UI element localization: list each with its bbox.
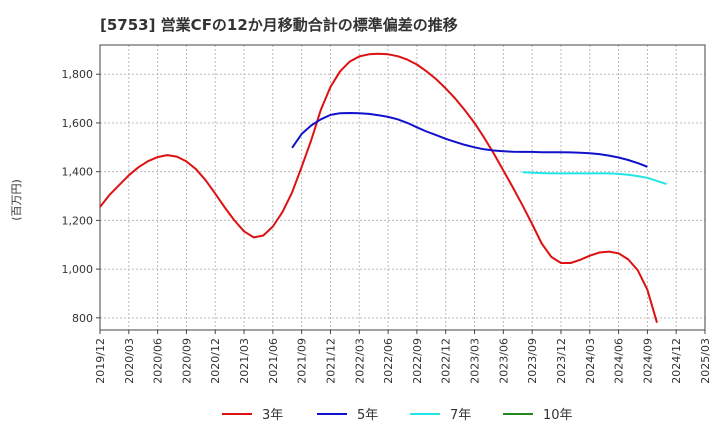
x-tick-label: 2020/06 bbox=[152, 338, 165, 384]
x-tick-label: 2024/12 bbox=[670, 338, 683, 384]
y-axis-label: (百万円) bbox=[10, 179, 23, 221]
legend-label: 3年 bbox=[262, 408, 283, 423]
series-line-5年 bbox=[291, 112, 648, 168]
x-tick-label: 2019/12 bbox=[94, 338, 107, 384]
y-axis-ticks: 800 1,000 1,200 1,400 1,600 1,800 bbox=[62, 68, 100, 325]
x-tick-label: 2022/09 bbox=[411, 338, 424, 384]
x-tick-label: 2020/09 bbox=[180, 338, 193, 384]
legend: 3年 5年 7年 10年 bbox=[222, 408, 573, 423]
x-tick-label: 2021/03 bbox=[238, 338, 251, 384]
y-tick-label: 1,200 bbox=[62, 214, 94, 227]
plot-area-frame bbox=[99, 44, 706, 331]
series-line-7年 bbox=[522, 171, 667, 186]
x-tick-label: 2021/06 bbox=[267, 338, 280, 384]
x-tick-label: 2023/12 bbox=[555, 338, 568, 384]
y-tick-label: 1,000 bbox=[62, 263, 94, 276]
x-tick-label: 2025/03 bbox=[699, 338, 712, 384]
x-tick-label: 2024/06 bbox=[613, 338, 626, 384]
x-tick-label: 2022/03 bbox=[353, 338, 366, 384]
x-tick-label: 2020/12 bbox=[209, 338, 222, 384]
y-tick-label: 1,600 bbox=[62, 117, 94, 130]
legend-label: 7年 bbox=[450, 408, 471, 423]
x-tick-label: 2022/06 bbox=[382, 338, 395, 384]
legend-label: 5年 bbox=[357, 408, 378, 423]
x-tick-label: 2023/06 bbox=[497, 338, 510, 384]
y-tick-label: 800 bbox=[72, 312, 93, 325]
x-tick-label: 2020/03 bbox=[123, 338, 136, 384]
x-axis-ticks: 2019/12 2020/03 2020/06 2020/09 2020/12 2021/… bbox=[94, 330, 712, 384]
legend-label: 10年 bbox=[543, 408, 573, 423]
chart-title: [5753] 営業CFの12か月移動合計の標準偏差の推移 bbox=[100, 16, 458, 34]
grid bbox=[99, 45, 706, 330]
x-tick-label: 2024/03 bbox=[584, 338, 597, 384]
x-tick-label: 2021/12 bbox=[324, 338, 337, 384]
x-tick-label: 2023/09 bbox=[526, 338, 539, 384]
x-tick-label: 2023/03 bbox=[469, 338, 482, 384]
series-line-3年 bbox=[99, 52, 658, 323]
x-tick-label: 2021/09 bbox=[296, 338, 309, 384]
series-lines bbox=[99, 52, 667, 323]
x-tick-label: 2024/09 bbox=[641, 338, 654, 384]
x-tick-label: 2022/12 bbox=[440, 338, 453, 384]
y-tick-label: 1,400 bbox=[62, 166, 94, 179]
y-tick-label: 1,800 bbox=[62, 68, 94, 81]
